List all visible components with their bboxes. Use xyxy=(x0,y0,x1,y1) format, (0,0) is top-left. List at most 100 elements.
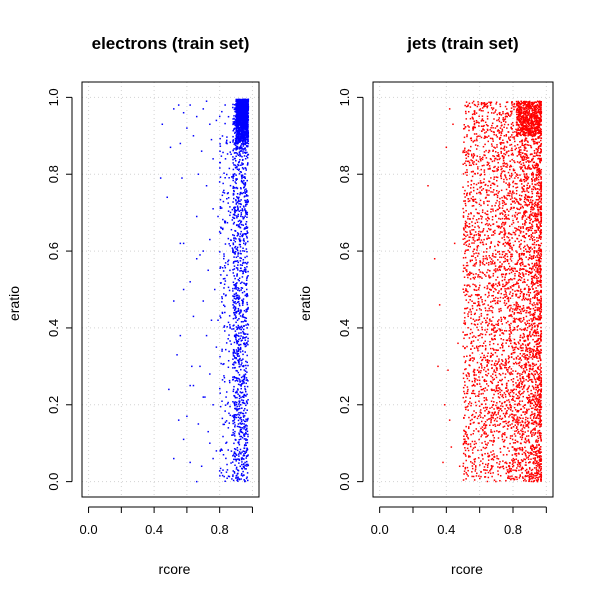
jets-point xyxy=(534,311,536,314)
jets-point xyxy=(523,210,526,213)
jets-point xyxy=(512,180,515,183)
jets-point xyxy=(517,311,520,314)
electrons-point xyxy=(245,138,247,141)
electrons-point xyxy=(245,248,248,250)
jets-point xyxy=(520,262,523,264)
electrons-point xyxy=(237,215,239,218)
jets-point xyxy=(510,314,512,316)
electrons-outlier-point xyxy=(210,319,213,321)
jets-point xyxy=(535,162,538,165)
jets-point xyxy=(531,225,534,227)
jets-point xyxy=(497,259,499,261)
electrons-point xyxy=(243,270,245,273)
electrons-point xyxy=(222,270,225,272)
jets-point xyxy=(517,305,520,308)
jets-point xyxy=(531,227,534,230)
jets-point xyxy=(501,237,503,239)
jets-point xyxy=(498,268,501,271)
jets-point xyxy=(462,386,465,389)
jets-point xyxy=(512,219,514,222)
electrons-point xyxy=(233,213,236,215)
electrons-point xyxy=(237,458,239,460)
jets-point xyxy=(507,244,510,246)
electrons-point xyxy=(236,388,239,390)
jets-point xyxy=(515,317,517,320)
jets-point xyxy=(491,360,493,362)
jets-point xyxy=(524,356,526,359)
electrons-point xyxy=(235,152,238,154)
electrons-outlier-point xyxy=(189,461,191,464)
jets-point xyxy=(488,277,491,279)
electrons-point xyxy=(245,115,247,118)
electrons-point xyxy=(241,451,243,454)
electrons-point xyxy=(247,130,249,132)
electrons-point xyxy=(219,251,221,253)
electrons-point xyxy=(236,380,239,382)
jets-point xyxy=(512,136,514,139)
jets-point xyxy=(531,262,533,265)
electrons-point xyxy=(242,113,245,116)
jets-point xyxy=(477,233,480,235)
jets-point xyxy=(502,297,505,299)
jets-point xyxy=(493,362,496,365)
electrons-point xyxy=(240,478,242,480)
electrons-point xyxy=(225,420,228,422)
jets-point xyxy=(524,149,526,151)
electrons-point xyxy=(223,253,225,255)
jets-point xyxy=(479,271,481,273)
electrons-point xyxy=(238,397,241,400)
jets-point xyxy=(491,466,493,468)
jets-point xyxy=(505,364,507,366)
jets-point xyxy=(534,379,537,381)
jets-point xyxy=(529,396,531,398)
jets-point xyxy=(520,366,523,369)
electrons-point xyxy=(229,340,231,342)
electrons-point xyxy=(242,247,244,250)
jets-point xyxy=(530,480,533,483)
jets-point xyxy=(530,401,532,403)
jets-point xyxy=(466,466,469,469)
jets-point xyxy=(533,269,536,271)
jets-point xyxy=(474,320,476,322)
electrons-point xyxy=(238,243,241,246)
electrons-point xyxy=(235,149,237,151)
electrons-point xyxy=(244,192,247,194)
electrons-point xyxy=(243,333,245,335)
jets-point xyxy=(474,468,477,470)
electrons-point xyxy=(245,194,248,196)
jets-point xyxy=(523,254,525,256)
electrons-point xyxy=(239,357,241,360)
electrons-point xyxy=(234,110,236,113)
jets-point xyxy=(527,176,530,179)
jets-point xyxy=(514,435,517,437)
jets-point xyxy=(466,261,468,264)
jets-point xyxy=(490,429,492,431)
jets-point xyxy=(522,294,525,297)
jets-point xyxy=(538,237,540,239)
jets-point xyxy=(537,463,539,465)
electrons-point xyxy=(246,203,248,206)
electrons-point xyxy=(246,393,248,396)
jets-point xyxy=(517,410,519,413)
jets-point xyxy=(473,410,475,412)
electrons-point xyxy=(237,307,240,310)
electrons-point xyxy=(247,343,249,346)
electrons-outlier-point xyxy=(199,254,201,256)
jets-point xyxy=(531,258,533,260)
jets-point xyxy=(513,358,515,360)
jets-point xyxy=(496,285,499,287)
electrons-point xyxy=(224,421,227,423)
jets-point xyxy=(476,136,478,138)
electrons-point xyxy=(236,350,238,353)
jets-point xyxy=(525,378,527,381)
electrons-point xyxy=(244,388,247,391)
electrons-point xyxy=(232,103,234,106)
jets-point xyxy=(520,321,522,323)
jets-point xyxy=(471,475,473,478)
jets-point xyxy=(502,117,505,119)
electrons-point xyxy=(236,342,238,344)
jets-point xyxy=(495,109,497,111)
electrons-point xyxy=(227,366,230,369)
jets-point xyxy=(477,319,480,321)
electrons-point xyxy=(220,226,222,229)
